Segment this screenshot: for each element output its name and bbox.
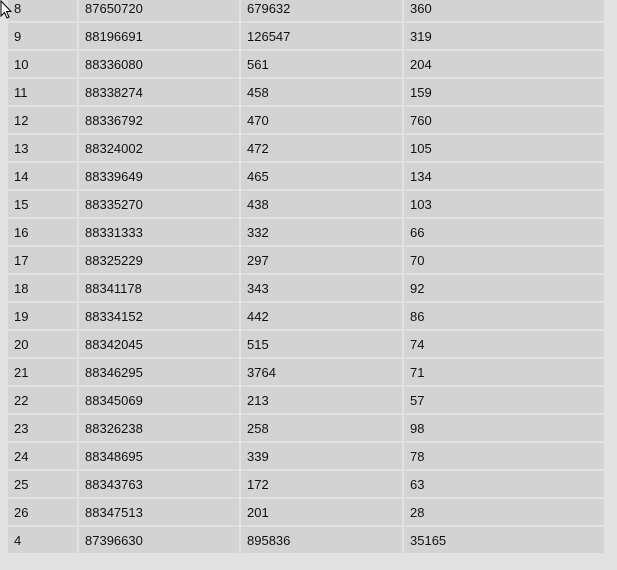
cell-value-c: 71	[404, 359, 604, 385]
cell-id: 17	[8, 247, 77, 273]
cell-value-c: 28	[404, 499, 604, 525]
cell-value-a: 88336080	[79, 51, 239, 77]
cell-value-b: 472	[241, 135, 402, 161]
cell-value-b: 339	[241, 443, 402, 469]
cell-value-a: 88336792	[79, 107, 239, 133]
cell-value-c: 134	[404, 163, 604, 189]
cell-value-c: 92	[404, 275, 604, 301]
cell-id: 9	[8, 23, 77, 49]
cell-value-c: 66	[404, 219, 604, 245]
cell-id: 14	[8, 163, 77, 189]
cell-id: 8	[8, 0, 77, 21]
cell-value-c: 98	[404, 415, 604, 441]
cell-id: 23	[8, 415, 77, 441]
cell-value-c: 35165	[404, 527, 604, 553]
mouse-cursor-icon	[0, 0, 13, 19]
cell-value-a: 88325229	[79, 247, 239, 273]
cell-value-c: 70	[404, 247, 604, 273]
cell-id: 24	[8, 443, 77, 469]
cell-id: 10	[8, 51, 77, 77]
cell-id: 12	[8, 107, 77, 133]
cell-value-c: 360	[404, 0, 604, 21]
cell-value-c: 78	[404, 443, 604, 469]
cell-value-c: 57	[404, 387, 604, 413]
cell-id: 4	[8, 527, 77, 553]
cell-value-b: 561	[241, 51, 402, 77]
cell-value-a: 87650720	[79, 0, 239, 21]
cell-value-b: 213	[241, 387, 402, 413]
cell-value-c: 319	[404, 23, 604, 49]
cell-value-a: 88348695	[79, 443, 239, 469]
cell-value-b: 258	[241, 415, 402, 441]
cell-value-b: 679632	[241, 0, 402, 21]
cell-value-c: 760	[404, 107, 604, 133]
cell-value-b: 465	[241, 163, 402, 189]
cell-value-b: 343	[241, 275, 402, 301]
cell-value-a: 88339649	[79, 163, 239, 189]
cell-value-b: 201	[241, 499, 402, 525]
cell-value-c: 204	[404, 51, 604, 77]
cell-value-b: 470	[241, 107, 402, 133]
cell-value-b: 3764	[241, 359, 402, 385]
cell-id: 18	[8, 275, 77, 301]
cell-value-a: 88196691	[79, 23, 239, 49]
cell-value-b: 515	[241, 331, 402, 357]
cell-id: 20	[8, 331, 77, 357]
cell-value-a: 88345069	[79, 387, 239, 413]
cell-id: 16	[8, 219, 77, 245]
cell-value-a: 88338274	[79, 79, 239, 105]
cell-value-c: 103	[404, 191, 604, 217]
cell-value-a: 87396630	[79, 527, 239, 553]
cell-value-b: 297	[241, 247, 402, 273]
data-table: 8 87650720 679632 360 9 88196691 126547 319 10 88…	[8, 0, 604, 553]
cell-value-a: 88326238	[79, 415, 239, 441]
cell-value-b: 126547	[241, 23, 402, 49]
cell-value-a: 88347513	[79, 499, 239, 525]
cell-value-a: 88324002	[79, 135, 239, 161]
cell-value-b: 172	[241, 471, 402, 497]
cell-value-c: 63	[404, 471, 604, 497]
cell-id: 13	[8, 135, 77, 161]
cell-id: 19	[8, 303, 77, 329]
cell-value-a: 88335270	[79, 191, 239, 217]
cell-value-c: 105	[404, 135, 604, 161]
cell-value-a: 88334152	[79, 303, 239, 329]
cell-value-b: 442	[241, 303, 402, 329]
cell-value-a: 88343763	[79, 471, 239, 497]
cell-value-a: 88331333	[79, 219, 239, 245]
cell-id: 26	[8, 499, 77, 525]
cell-value-b: 458	[241, 79, 402, 105]
cell-value-b: 895836	[241, 527, 402, 553]
cell-value-c: 159	[404, 79, 604, 105]
cell-id: 15	[8, 191, 77, 217]
cell-value-b: 332	[241, 219, 402, 245]
cell-value-c: 74	[404, 331, 604, 357]
cell-value-a: 88342045	[79, 331, 239, 357]
cell-value-a: 88341178	[79, 275, 239, 301]
cell-value-c: 86	[404, 303, 604, 329]
cell-value-b: 438	[241, 191, 402, 217]
cell-id: 21	[8, 359, 77, 385]
cell-value-a: 88346295	[79, 359, 239, 385]
cell-id: 11	[8, 79, 77, 105]
cell-id: 25	[8, 471, 77, 497]
cell-id: 22	[8, 387, 77, 413]
